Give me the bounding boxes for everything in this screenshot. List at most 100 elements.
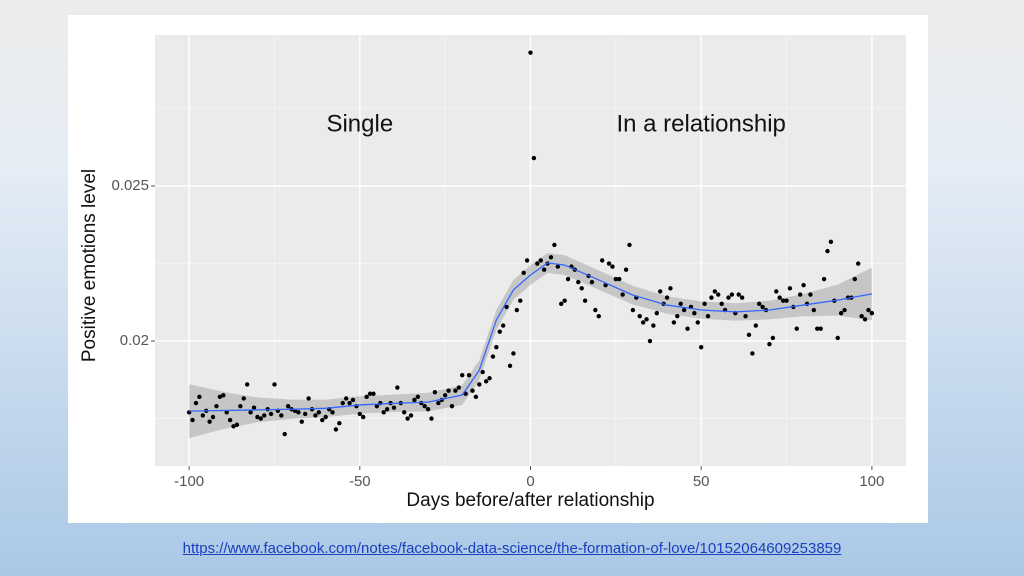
point (610, 264, 615, 269)
point (279, 413, 284, 418)
point (576, 279, 581, 285)
point (753, 323, 758, 328)
point (538, 258, 543, 263)
point (442, 393, 448, 398)
chart-card: -100 -50 0 50 100 0.02 0.025 Days before/after … (68, 15, 928, 523)
point (405, 416, 410, 421)
point (231, 424, 236, 429)
point (869, 310, 875, 316)
point (658, 289, 663, 294)
point (425, 407, 431, 412)
point (255, 414, 260, 420)
point (565, 276, 571, 282)
point (412, 397, 417, 403)
point (811, 307, 817, 313)
point (828, 239, 834, 245)
point (589, 279, 595, 285)
point (640, 320, 646, 325)
point (647, 338, 653, 344)
point (838, 310, 844, 316)
point (384, 407, 390, 412)
point (685, 326, 690, 331)
smooth-line (189, 262, 872, 412)
point (207, 419, 212, 424)
point (374, 403, 380, 409)
point (272, 382, 277, 387)
point (729, 292, 735, 297)
point (429, 416, 434, 421)
point (719, 301, 724, 307)
point (487, 376, 492, 381)
point (736, 292, 741, 297)
point (507, 363, 513, 369)
point (712, 289, 718, 294)
annotation: Single (326, 110, 393, 137)
point (251, 405, 257, 410)
point (490, 354, 496, 359)
point (627, 242, 632, 248)
point (473, 394, 479, 400)
point (774, 289, 779, 294)
point (746, 332, 752, 338)
point (460, 372, 465, 378)
point (285, 403, 291, 409)
point (705, 314, 711, 319)
source-link[interactable]: https://www.facebook.com/notes/facebook-… (182, 540, 842, 557)
point (436, 400, 441, 406)
point (623, 267, 629, 272)
point (644, 317, 649, 322)
point (528, 50, 533, 55)
point (248, 410, 253, 415)
point (221, 393, 226, 398)
y-tick-label: 0.025 (111, 177, 149, 194)
point (241, 396, 246, 401)
point (477, 382, 482, 387)
point (825, 248, 830, 254)
point (350, 397, 356, 403)
point (333, 427, 339, 432)
point (432, 390, 438, 395)
point (364, 394, 369, 400)
point (859, 314, 864, 319)
point (514, 307, 520, 313)
point (552, 242, 557, 248)
point (282, 431, 287, 437)
point (466, 372, 472, 378)
annotation: In a relationship (616, 110, 785, 137)
point (750, 351, 755, 356)
point (268, 411, 274, 417)
point (511, 351, 516, 356)
point (258, 416, 264, 421)
point (197, 394, 202, 400)
point (842, 307, 847, 313)
point (323, 414, 328, 420)
point (401, 410, 407, 415)
point (347, 400, 352, 406)
point (408, 413, 414, 418)
point (306, 396, 311, 401)
point (299, 419, 304, 424)
point (760, 304, 765, 310)
x-axis-title: Days before/after relationship (406, 490, 654, 511)
point (357, 411, 363, 417)
point (654, 310, 660, 316)
point (716, 292, 721, 297)
point (227, 417, 233, 423)
point (504, 304, 509, 310)
point (555, 264, 561, 269)
point (664, 295, 670, 300)
point (313, 413, 318, 418)
point (316, 410, 322, 415)
point (296, 410, 301, 415)
point (757, 301, 762, 307)
point (470, 388, 475, 393)
point (548, 255, 554, 260)
point (500, 323, 506, 328)
point (743, 314, 748, 319)
y-axis-title: Positive emotions level (79, 169, 100, 362)
point (815, 326, 820, 331)
point (852, 276, 857, 282)
point (541, 267, 547, 272)
point (449, 403, 455, 409)
